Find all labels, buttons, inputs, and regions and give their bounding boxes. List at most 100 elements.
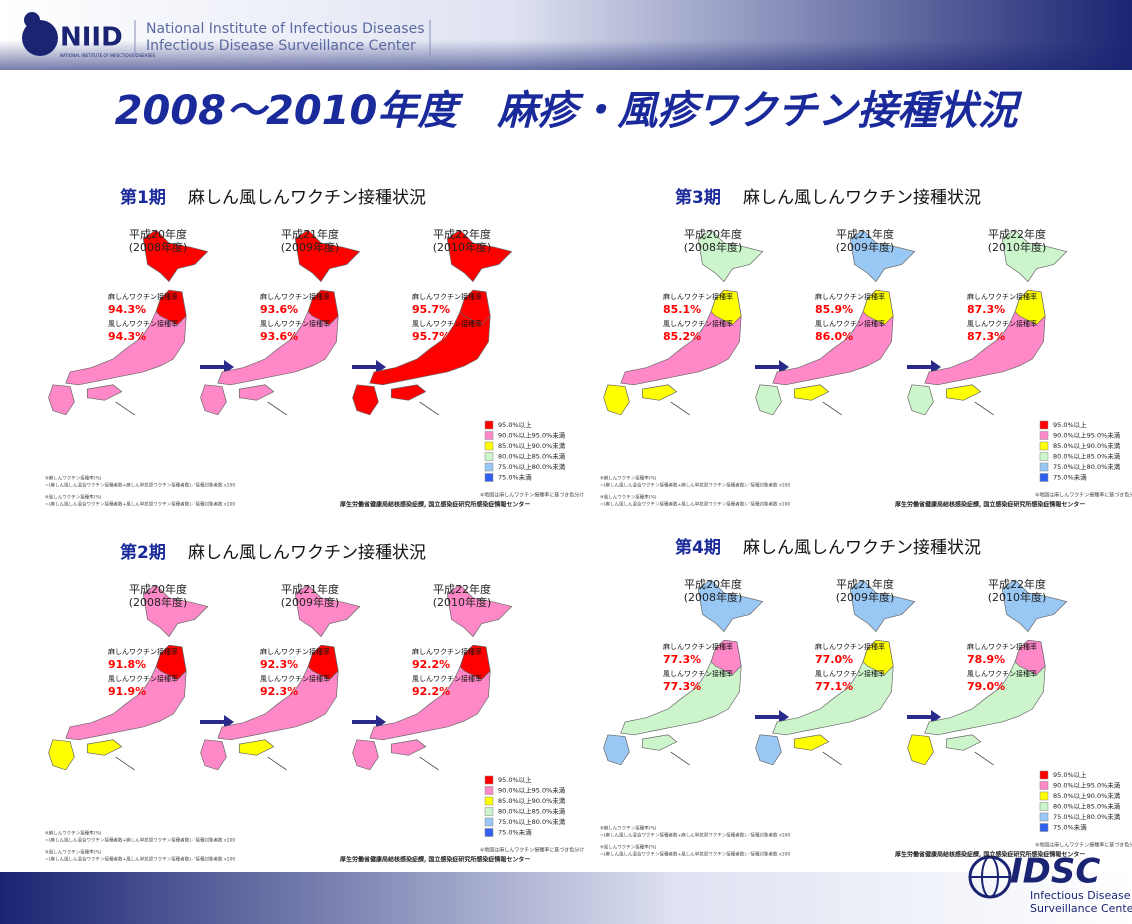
- rubella-rate: 77.1%: [815, 680, 853, 693]
- measles-rate: 85.9%: [815, 303, 853, 316]
- source: 厚生労働省健康局結核感染症課, 国立感染症研究所感染症情報センター: [895, 851, 1085, 859]
- footnote: =(麻しん風しん混合ワクチン接種者数+麻しん単抗原ワクチン接種者数)／接種対象者…: [45, 837, 235, 844]
- rubella-label: 風しんワクチン接種率: [815, 319, 885, 328]
- western-year: (2008年度): [129, 240, 188, 254]
- legend-label: 80.0%以上85.0%未満: [1053, 452, 1121, 461]
- western-year: (2009年度): [836, 240, 895, 254]
- rubella-rate: 86.0%: [815, 330, 853, 343]
- fiscal-year: 平成21年度: [836, 577, 894, 591]
- legend-note: ※地図は麻しんワクチン接種率に基づき色分け: [1035, 492, 1132, 499]
- legend-label: 95.0%以上: [498, 420, 532, 429]
- footnote: =(麻しん風しん混合ワクチン接種者数+風しん単抗原ワクチン接種者数)／接種対象者…: [600, 501, 790, 508]
- panel-heading: 麻しん風しんワクチン接種状況: [743, 538, 981, 558]
- period-label: 第2期: [120, 542, 166, 563]
- footnote: ※麻しんワクチン接種率(%): [600, 825, 657, 832]
- rubella-label: 風しんワクチン接種率: [412, 319, 482, 328]
- legend-label: 75.0%以上80.0%未満: [498, 462, 566, 471]
- period-label: 第1期: [120, 187, 166, 208]
- measles-label: 麻しんワクチン接種率: [967, 292, 1037, 301]
- rubella-rate: 91.9%: [108, 685, 146, 698]
- footnote: ※麻しんワクチン接種率(%): [600, 475, 657, 482]
- fiscal-year: 平成20年度: [684, 577, 742, 591]
- footnote: =(麻しん風しん混合ワクチン接種者数+風しん単抗原ワクチン接種者数)／接種対象者…: [600, 851, 790, 858]
- rubella-rate: 93.6%: [260, 330, 298, 343]
- center-name: Infectious Disease Surveillance Center: [146, 38, 416, 54]
- period-label: 第3期: [675, 187, 721, 208]
- fiscal-year: 平成21年度: [281, 582, 339, 596]
- fiscal-year: 平成22年度: [988, 227, 1046, 241]
- legend-swatch: [1040, 782, 1048, 790]
- fiscal-year: 平成20年度: [684, 227, 742, 241]
- footnote: ※麻しんワクチン接種率(%): [45, 830, 102, 837]
- western-year: (2008年度): [684, 590, 743, 604]
- legend-swatch: [485, 776, 493, 784]
- legend-note: ※地図は麻しんワクチン接種率に基づき色分け: [480, 492, 584, 499]
- panel-heading: 麻しん風しんワクチン接種状況: [188, 188, 426, 208]
- source: 厚生労働省健康局結核感染症課, 国立感染症研究所感染症情報センター: [340, 856, 530, 864]
- rubella-label: 風しんワクチン接種率: [663, 669, 733, 678]
- rubella-label: 風しんワクチン接種率: [412, 674, 482, 683]
- western-year: (2010年度): [433, 240, 492, 254]
- rubella-label: 風しんワクチン接種率: [108, 319, 178, 328]
- measles-label: 麻しんワクチン接種率: [663, 292, 733, 301]
- western-year: (2009年度): [281, 240, 340, 254]
- measles-label: 麻しんワクチン接種率: [108, 647, 178, 656]
- fiscal-year: 平成20年度: [129, 227, 187, 241]
- fiscal-year: 平成21年度: [836, 227, 894, 241]
- legend-swatch: [1040, 813, 1048, 821]
- legend-swatch: [485, 432, 493, 440]
- panel-heading: 麻しん風しんワクチン接種状況: [743, 188, 981, 208]
- legend-swatch: [485, 463, 493, 471]
- legend-swatch: [485, 442, 493, 450]
- source: 厚生労働省健康局結核感染症課, 国立感染症研究所感染症情報センター: [895, 501, 1085, 509]
- logo-sub: NATIONAL INSTITUTE OF INFECTIOUS DISEASE…: [60, 53, 156, 58]
- western-year: (2009年度): [836, 590, 895, 604]
- rubella-label: 風しんワクチン接種率: [108, 674, 178, 683]
- legend-note: ※地図は麻しんワクチン接種率に基づき色分け: [480, 847, 584, 854]
- measles-rate: 92.2%: [412, 658, 450, 671]
- rubella-rate: 85.2%: [663, 330, 701, 343]
- legend-label: 95.0%以上: [1053, 770, 1087, 779]
- legend-swatch: [1040, 474, 1048, 482]
- footnote: =(麻しん風しん混合ワクチン接種者数+麻しん単抗原ワクチン接種者数)／接種対象者…: [45, 482, 235, 489]
- measles-label: 麻しんワクチン接種率: [663, 642, 733, 651]
- legend-swatch: [485, 474, 493, 482]
- panel-heading: 麻しん風しんワクチン接種状況: [188, 543, 426, 563]
- legend-label: 75.0%未満: [1053, 473, 1087, 482]
- fiscal-year: 平成21年度: [281, 227, 339, 241]
- western-year: (2010年度): [433, 595, 492, 609]
- measles-label: 麻しんワクチン接種率: [412, 647, 482, 656]
- legend-label: 85.0%以上90.0%未満: [498, 441, 566, 450]
- rubella-rate: 87.3%: [967, 330, 1005, 343]
- rubella-label: 風しんワクチン接種率: [260, 674, 330, 683]
- legend-swatch: [1040, 453, 1048, 461]
- logo-text: NIID: [60, 23, 123, 53]
- fiscal-year: 平成20年度: [129, 582, 187, 596]
- legend-swatch: [485, 829, 493, 837]
- footnote: =(麻しん風しん混合ワクチン接種者数+麻しん単抗原ワクチン接種者数)／接種対象者…: [600, 832, 790, 839]
- org-name: National Institute of Infectious Disease…: [146, 21, 424, 37]
- footnote: =(麻しん風しん混合ワクチン接種者数+風しん単抗原ワクチン接種者数)／接種対象者…: [45, 856, 235, 863]
- measles-rate: 93.6%: [260, 303, 298, 316]
- western-year: (2010年度): [988, 590, 1047, 604]
- legend-swatch: [1040, 824, 1048, 832]
- footnote: =(麻しん風しん混合ワクチン接種者数+麻しん単抗原ワクチン接種者数)／接種対象者…: [600, 482, 790, 489]
- measles-label: 麻しんワクチン接種率: [260, 647, 330, 656]
- legend-swatch: [485, 808, 493, 816]
- source: 厚生労働省健康局結核感染症課, 国立感染症研究所感染症情報センター: [340, 501, 530, 509]
- western-year: (2008年度): [684, 240, 743, 254]
- measles-rate: 78.9%: [967, 653, 1005, 666]
- legend-note: ※地図は麻しんワクチン接種率に基づき色分け: [1035, 842, 1132, 849]
- background: [0, 0, 1132, 924]
- footer-line: Surveillance Center: [1030, 902, 1132, 915]
- measles-rate: 94.3%: [108, 303, 146, 316]
- rubella-label: 風しんワクチン接種率: [815, 669, 885, 678]
- period-label: 第4期: [675, 537, 721, 558]
- measles-rate: 77.0%: [815, 653, 853, 666]
- footnote: ※風しんワクチン接種率(%): [45, 849, 102, 856]
- legend-swatch: [485, 818, 493, 826]
- measles-rate: 95.7%: [412, 303, 450, 316]
- measles-label: 麻しんワクチン接種率: [967, 642, 1037, 651]
- legend-label: 75.0%未満: [498, 473, 532, 482]
- rubella-rate: 94.3%: [108, 330, 146, 343]
